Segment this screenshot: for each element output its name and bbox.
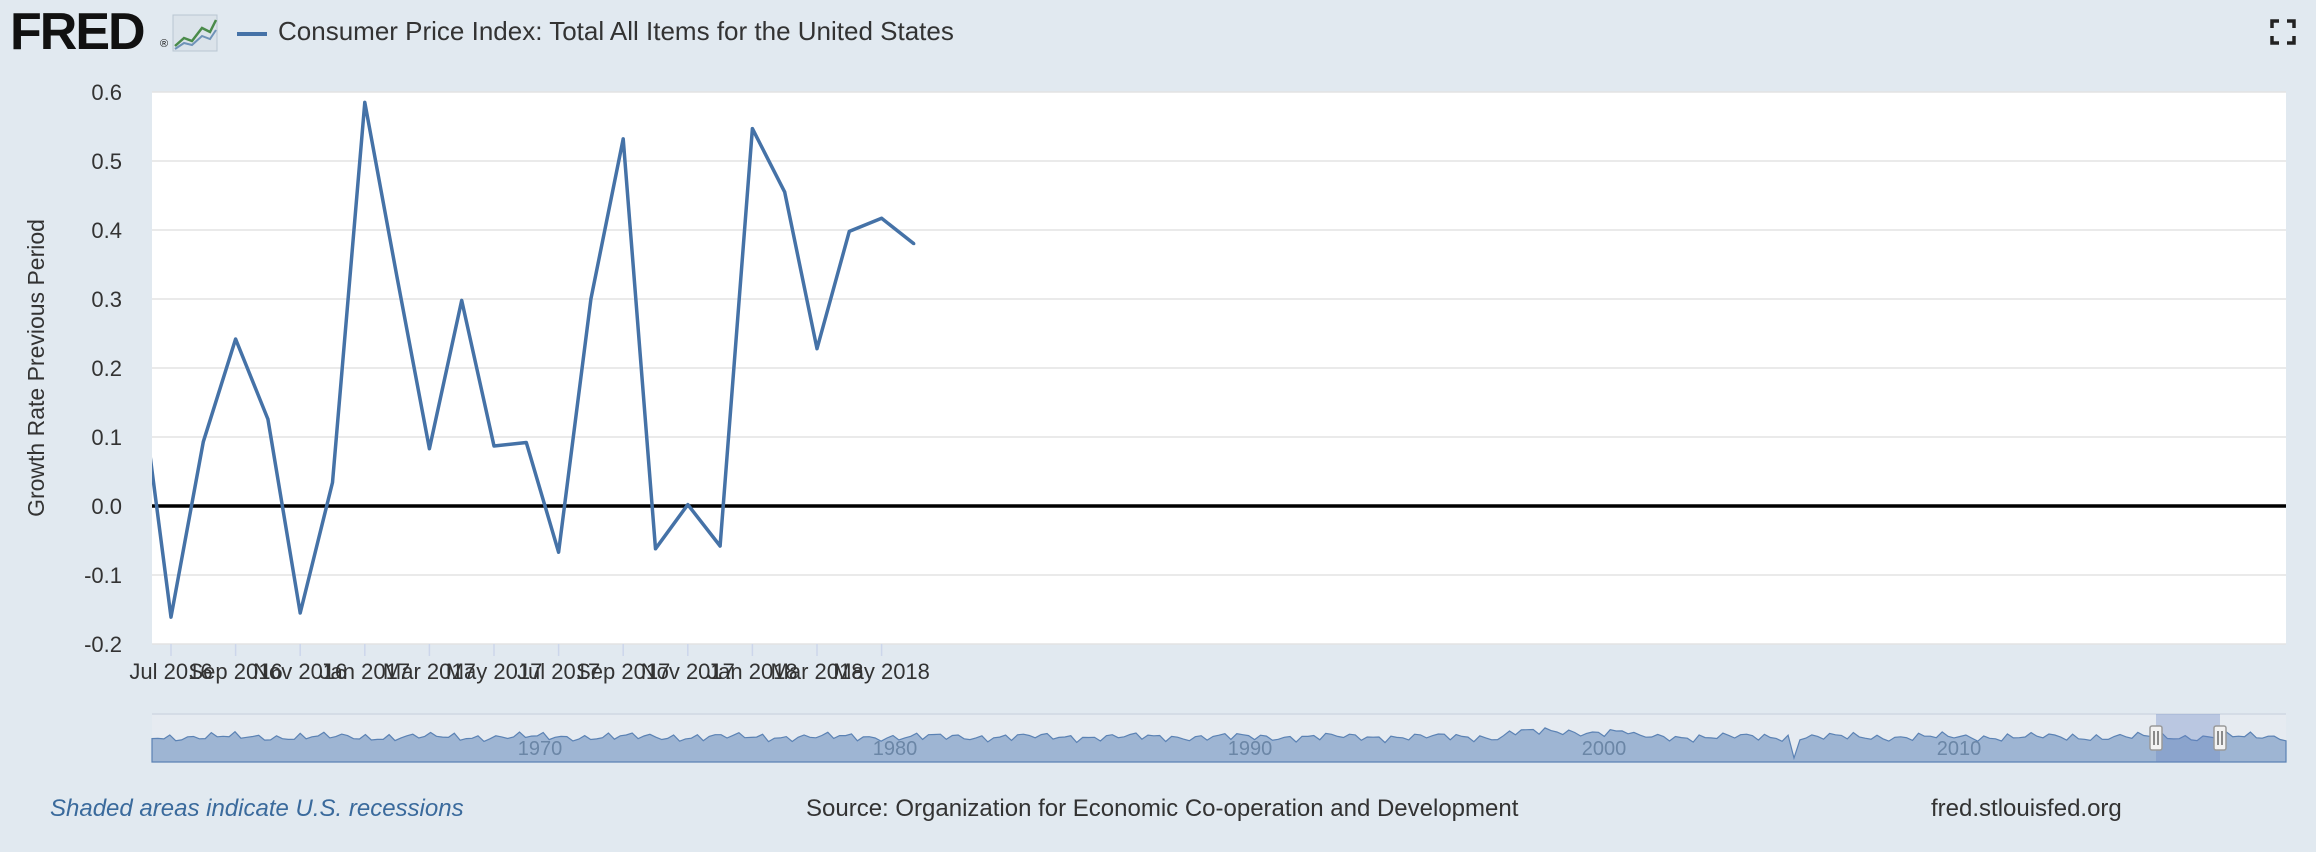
data-point	[331, 481, 334, 485]
x-tick-label: Sep 2017	[576, 659, 670, 684]
navigator-right-handle[interactable]	[2213, 725, 2227, 751]
data-point	[169, 615, 173, 619]
y-axis-label: Growth Rate Previous Period	[23, 219, 49, 517]
site-url: fred.stlouisfed.org	[1931, 795, 2122, 822]
x-tick-label: Nov 2016	[253, 659, 347, 684]
series-title: Consumer Price Index: Total All Items fo…	[278, 16, 954, 46]
data-point	[395, 276, 399, 280]
y-tick-label: 0.2	[91, 356, 122, 381]
y-tick-label: 0.4	[91, 218, 122, 243]
data-point	[234, 337, 238, 341]
data-point	[201, 440, 205, 444]
data-point	[880, 216, 884, 220]
y-tick-label: 0.5	[91, 149, 122, 174]
navigator-left-handle[interactable]	[2149, 725, 2163, 751]
x-tick-label: Nov 2017	[641, 659, 735, 684]
data-point	[686, 503, 690, 507]
y-tick-label: 0.6	[91, 80, 122, 105]
data-point	[557, 550, 561, 554]
x-tick-label: Sep 2016	[188, 659, 282, 684]
cpi-line-chart: 0.6 0.5 0.4 0.3 0.2 0.1 0.0 -0.1 -0.2 Growth Rate…	[23, 80, 2287, 763]
line-graph-icon	[172, 14, 218, 52]
navigator-series	[151, 727, 2287, 763]
x-tick-label: Mar 2017	[383, 659, 476, 684]
y-tick-label: -0.2	[84, 632, 122, 657]
data-point	[750, 127, 754, 131]
data-point	[847, 229, 851, 233]
fred-logo[interactable]: FRED	[10, 3, 146, 61]
data-point	[427, 447, 431, 451]
data-point	[589, 297, 593, 301]
y-tick-label: 0.0	[91, 494, 122, 519]
data-point	[492, 444, 496, 448]
x-tick-label: Jul 2017	[517, 659, 600, 684]
x-tick-label: Jul 2016	[129, 659, 212, 684]
navigator-selection	[2156, 714, 2220, 762]
x-tick-label: Mar 2018	[771, 659, 864, 684]
fullscreen-icon[interactable]	[2270, 19, 2296, 45]
navigator-year-label: 1980	[873, 738, 918, 760]
y-tick-label: 0.1	[91, 425, 122, 450]
legend-swatch	[237, 32, 267, 36]
y-tick-label: 0.3	[91, 287, 122, 312]
data-point	[266, 417, 270, 421]
fred-logo-registered: ®	[160, 38, 169, 50]
navigator-year-label: 1990	[1228, 738, 1273, 760]
data-point	[783, 190, 787, 194]
chart-header: FRED ® Consumer Price Index: Total All I…	[0, 0, 2316, 70]
navigator-year-label: 2000	[1582, 738, 1627, 760]
data-point	[718, 544, 722, 548]
data-point	[524, 441, 528, 445]
data-point	[654, 547, 657, 551]
navigator-year-label: 2010	[1937, 738, 1982, 760]
y-tick-label: -0.1	[84, 563, 122, 588]
data-point	[621, 137, 625, 141]
data-point	[298, 611, 302, 615]
x-tick-label: Jan 2017	[320, 659, 411, 684]
recessions-note-link[interactable]: Shaded areas indicate U.S. recessions	[50, 795, 464, 822]
x-tick-label: May 2017	[446, 659, 543, 684]
navigator-year-label: 1970	[518, 738, 563, 760]
data-point	[363, 100, 367, 104]
data-point	[460, 298, 464, 302]
x-tick-label: Jan 2018	[707, 659, 798, 684]
x-tick-label: May 2018	[833, 659, 930, 684]
data-point	[912, 242, 916, 246]
source-text: Source: Organization for Economic Co-ope…	[806, 795, 1519, 822]
data-point	[815, 347, 819, 351]
